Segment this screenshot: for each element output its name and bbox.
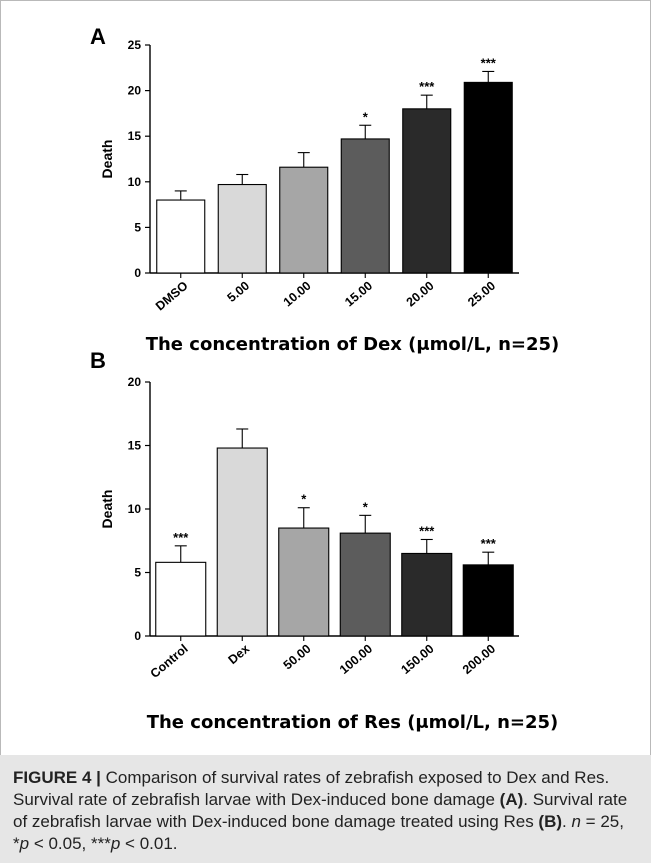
bar (401, 552, 453, 637)
y-axis-label: Death (99, 140, 115, 179)
y-tick-label: 15 (128, 129, 142, 143)
significance-marker: * (363, 109, 369, 124)
significance-marker: * (301, 492, 307, 507)
x-tick-label: DMSO (153, 278, 191, 313)
caption-p-variable-2: p (110, 834, 121, 853)
x-tick-label: 5.00 (225, 279, 253, 305)
x-tick-label: 25.00 (465, 279, 498, 310)
caption-panel-a-ref: (A) (499, 790, 524, 809)
y-tick-label: 5 (134, 566, 141, 580)
y-tick-label: 15 (128, 439, 142, 453)
panel-letter-b: B (90, 348, 106, 373)
bar (278, 527, 330, 637)
panel-letter-a: A (90, 24, 106, 49)
y-tick-label: 0 (134, 629, 141, 643)
y-tick-label: 10 (128, 502, 142, 516)
y-tick-label: 20 (128, 375, 142, 389)
x-tick-label: 10.00 (281, 279, 314, 310)
significance-marker: *** (419, 79, 435, 94)
caption-panel-b-ref: (B) (538, 812, 563, 831)
caption-label: FIGURE 4 | (13, 768, 101, 787)
y-tick-label: 20 (128, 84, 142, 98)
significance-marker: *** (173, 530, 189, 545)
x-tick-label: Dex (226, 642, 253, 667)
y-tick-label: 25 (128, 38, 142, 52)
figure-caption: FIGURE 4 | Comparison of survival rates … (0, 755, 651, 863)
y-tick-label: 0 (134, 266, 141, 280)
caption-text: FIGURE 4 | Comparison of survival rates … (13, 767, 633, 855)
chart-panel-a: A 0 5 10 15 20 25 Death DMSO 5.00 10.00 * 15.00 *** 2… (90, 24, 559, 355)
significance-marker: *** (481, 55, 497, 70)
x-tick-label: 100.00 (337, 642, 375, 677)
x-tick-label: 20.00 (404, 279, 437, 310)
bar (216, 447, 268, 637)
caption-p-variable-1: p (19, 834, 30, 853)
x-tick-label: 15.00 (342, 279, 375, 310)
bar (340, 138, 390, 274)
x-tick-label: 200.00 (460, 642, 498, 677)
x-tick-label: 150.00 (398, 642, 436, 677)
bar (462, 564, 514, 637)
significance-marker: * (363, 499, 369, 514)
bar (279, 166, 329, 274)
bar (217, 183, 267, 274)
bar (339, 532, 391, 637)
x-tick-label: Control (148, 642, 191, 681)
bar (463, 81, 513, 274)
caption-body-6: < 0.01. (120, 834, 178, 853)
caption-n-variable: n (571, 812, 581, 831)
bar (402, 108, 452, 274)
caption-body-2: . Survival rate of zebrafish larvae with… (13, 790, 628, 831)
caption-body-4: = 25, * (13, 812, 624, 853)
significance-marker: *** (419, 523, 435, 538)
caption-body-3: . (562, 812, 572, 831)
y-axis-label: Death (99, 490, 115, 529)
caption-body-5: < 0.05, *** (29, 834, 111, 853)
y-tick-label: 10 (128, 175, 142, 189)
x-axis-label: The concentration of Dex (μmol/L, n=25) (146, 334, 560, 355)
bar (155, 561, 207, 637)
bar (156, 199, 206, 274)
y-tick-label: 5 (134, 220, 141, 234)
caption-body-1: Comparison of survival rates of zebrafis… (13, 768, 610, 809)
x-axis-label: The concentration of Res (μmol/L, n=25) (147, 712, 559, 733)
chart-panel-b: B 0 5 10 15 20 Death *** Control Dex * 50.00 * 100.0… (90, 348, 558, 733)
significance-marker: *** (481, 536, 497, 551)
x-tick-label: 50.00 (281, 642, 314, 673)
